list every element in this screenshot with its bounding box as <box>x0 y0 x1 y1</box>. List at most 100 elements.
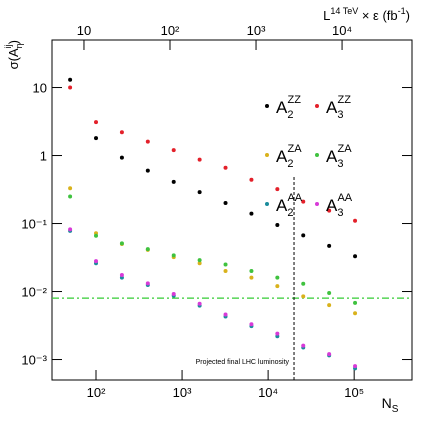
y-label-sub: η <box>14 43 24 48</box>
x2-tick-label: 10⁴ <box>332 23 352 38</box>
legend-label: A2 AA <box>276 192 303 219</box>
legend-sup: AA <box>287 192 302 204</box>
data-point <box>171 291 176 296</box>
data-point <box>119 155 124 160</box>
legend-label: A3 AA <box>326 192 353 219</box>
data-point <box>197 157 202 162</box>
x2-tick-label: 10² <box>161 23 180 38</box>
x2-tick-label: 10³ <box>247 23 266 38</box>
legend-name: A <box>326 147 338 166</box>
x-tick-label: 10³ <box>173 385 192 400</box>
x-tick-label: 10² <box>87 385 106 400</box>
legend-marker <box>315 202 319 206</box>
data-point <box>353 218 358 223</box>
data-point <box>327 208 332 213</box>
data-point <box>301 343 306 348</box>
data-point <box>94 120 99 125</box>
legend-marker <box>315 153 319 157</box>
data-point <box>275 187 280 192</box>
x2-label-mid: × ε (fb <box>358 8 397 23</box>
legend-marker <box>265 153 269 157</box>
data-point <box>249 275 254 280</box>
data-point <box>197 258 202 263</box>
y-tick-label: 1 <box>40 149 47 164</box>
data-point <box>223 312 228 317</box>
data-point <box>145 281 150 286</box>
y-axis-label: σ(Aηij) <box>3 40 24 69</box>
legend-label: A3 ZA <box>326 143 352 170</box>
legend-name: A <box>276 196 288 215</box>
data-point <box>94 259 99 264</box>
data-point <box>249 211 254 216</box>
x2-tick-label: 10 <box>77 23 91 38</box>
x2-label-base: L <box>323 8 330 23</box>
legend-sub: 2 <box>287 109 293 121</box>
data-point <box>119 273 124 278</box>
legend-sup: ZZ <box>287 94 301 106</box>
data-point <box>119 130 124 135</box>
y-label-sup: ij <box>3 44 13 48</box>
data-point <box>94 233 99 238</box>
legend-name: A <box>326 196 338 215</box>
y-label-end: ) <box>6 40 21 44</box>
data-point <box>353 300 358 305</box>
legend-sub: 2 <box>287 207 293 219</box>
legend-label: A3 ZZ <box>326 94 351 121</box>
legend-sub: 2 <box>287 158 293 170</box>
y-tick-label: 10 <box>33 81 47 96</box>
legend-sup: ZA <box>287 143 302 155</box>
data-point <box>145 247 150 252</box>
data-point <box>249 322 254 327</box>
data-point <box>275 275 280 280</box>
legend-sub: 3 <box>337 207 343 219</box>
data-point <box>353 364 358 369</box>
y-tick-label: 10⁻³ <box>21 353 47 368</box>
data-point <box>301 294 306 299</box>
x2-axis-label: L14 TeV × ε (fb-1) <box>323 6 410 23</box>
data-point <box>353 254 358 259</box>
legend-sub: 3 <box>337 109 343 121</box>
legend-label: A2 ZZ <box>276 94 301 121</box>
data-point <box>327 291 332 296</box>
data-point <box>327 243 332 248</box>
x-tick-label: 10⁵ <box>344 385 364 400</box>
legend-sup: AA <box>337 192 352 204</box>
data-point <box>171 253 176 258</box>
data-point <box>301 281 306 286</box>
legend-name: A <box>326 98 338 117</box>
legend-label: A2 ZA <box>276 143 302 170</box>
data-point <box>119 241 124 246</box>
data-point <box>327 303 332 308</box>
data-point <box>223 201 228 206</box>
x-label-base: N <box>382 395 392 411</box>
data-point <box>197 190 202 195</box>
x2-label-end: ) <box>406 8 410 23</box>
legend-name: A <box>276 147 288 166</box>
legend-marker <box>315 104 319 108</box>
data-point <box>275 223 280 228</box>
data-point <box>171 179 176 184</box>
data-point <box>223 262 228 267</box>
legend-sup: ZA <box>337 143 352 155</box>
plot-frame <box>51 39 413 381</box>
data-point <box>68 227 73 232</box>
data-point <box>275 331 280 336</box>
y-label-base: σ(A <box>6 48 21 69</box>
x-axis-label: NS <box>382 395 399 415</box>
y-tick-label: 10⁻¹ <box>21 217 47 232</box>
data-point <box>68 194 73 199</box>
data-point <box>145 139 150 144</box>
x2-label-sup: 14 TeV <box>330 6 358 16</box>
data-point <box>223 165 228 170</box>
data-point <box>327 352 332 357</box>
data-point <box>68 186 73 191</box>
data-point <box>145 168 150 173</box>
data-point <box>171 148 176 153</box>
data-point <box>275 284 280 289</box>
data-point <box>223 269 228 274</box>
legend-marker <box>265 202 269 206</box>
annotation: Projected final LHC luminosity <box>196 359 290 366</box>
legend-name: A <box>276 98 288 117</box>
data-point <box>197 261 202 266</box>
